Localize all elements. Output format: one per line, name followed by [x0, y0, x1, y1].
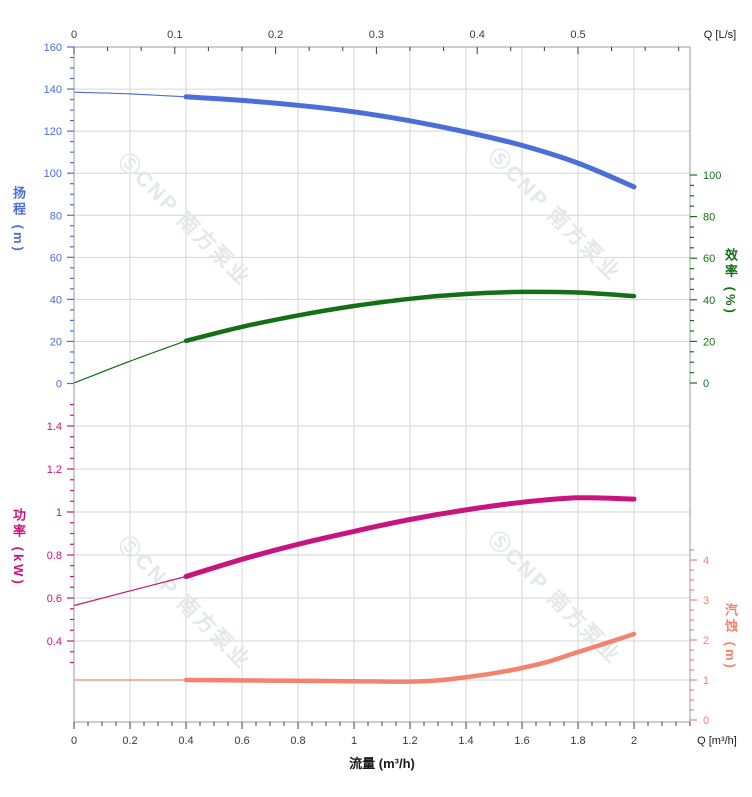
svg-text:1.8: 1.8: [570, 735, 585, 747]
svg-text:0.4: 0.4: [47, 636, 62, 648]
head-axis-title: 扬程 (m): [11, 186, 26, 254]
svg-text:1: 1: [56, 507, 62, 519]
svg-text:1.2: 1.2: [402, 735, 417, 747]
svg-text:0: 0: [703, 378, 709, 390]
svg-text:0.8: 0.8: [290, 735, 305, 747]
svg-text:60: 60: [50, 252, 62, 264]
svg-text:0: 0: [56, 379, 62, 391]
head-axis-ticks: 0 20 40 60 80 100 120 140 160: [44, 42, 74, 391]
cnp-logo-watermark: ⓈCNP 南方泵业: [483, 144, 625, 286]
top-axis-ticks: 0 0.1 0.2 0.3 0.4 0.5: [71, 29, 680, 54]
svg-text:0.8: 0.8: [47, 550, 62, 562]
efficiency-axis-ticks: 0 20 40 60 80 100: [690, 170, 721, 390]
svg-text:20: 20: [703, 336, 715, 348]
svg-text:0: 0: [71, 29, 77, 41]
plot-border: [73, 46, 691, 723]
svg-text:0.5: 0.5: [570, 29, 585, 41]
efficiency-curve: [183, 289, 637, 344]
svg-text:0.1: 0.1: [167, 29, 182, 41]
npsh-curve: [183, 631, 637, 684]
npsh-axis-ticks: 0 1 2 3 4: [690, 549, 709, 727]
svg-text:40: 40: [703, 295, 715, 307]
svg-text:2: 2: [631, 735, 637, 747]
svg-text:0: 0: [703, 715, 709, 727]
svg-text:4: 4: [703, 555, 709, 567]
svg-text:0.3: 0.3: [369, 29, 384, 41]
svg-text:0.6: 0.6: [47, 593, 62, 605]
gridlines: [74, 46, 691, 722]
svg-text:160: 160: [44, 42, 62, 54]
svg-text:100: 100: [703, 170, 721, 182]
power-curve-lead: [73, 575, 187, 607]
plot-frame: [73, 46, 691, 723]
bottom-axis-unit-label: Q [m³/h]: [697, 735, 737, 747]
svg-text:3: 3: [703, 595, 709, 607]
power-axis-title: 功率 (kW): [11, 508, 26, 587]
svg-text:20: 20: [50, 336, 62, 348]
head-curve: [183, 94, 637, 190]
svg-text:60: 60: [703, 253, 715, 265]
svg-text:1.4: 1.4: [458, 735, 473, 747]
power-curve: [183, 495, 637, 579]
svg-text:140: 140: [44, 84, 62, 96]
svg-text:1: 1: [351, 735, 357, 747]
npsh-axis-title: 汽蚀 (m): [723, 603, 738, 671]
svg-text:1.6: 1.6: [514, 735, 529, 747]
top-axis-unit-label: Q [L/s]: [704, 29, 736, 41]
curves: [73, 91, 637, 684]
svg-text:1.4: 1.4: [47, 421, 62, 433]
efficiency-axis-title: 效率 (%): [723, 248, 738, 316]
svg-text:0.2: 0.2: [268, 29, 283, 41]
svg-text:2: 2: [703, 635, 709, 647]
svg-text:0.2: 0.2: [122, 735, 137, 747]
axis-unit-labels: Q [L/s] Q [m³/h]: [697, 29, 737, 747]
svg-text:0.4: 0.4: [178, 735, 193, 747]
svg-text:0.4: 0.4: [470, 29, 485, 41]
bottom-axis-ticks: 0 0.2 0.4 0.6 0.8 1 1.2 1.4 1.6 1.8 2: [71, 722, 691, 747]
svg-text:100: 100: [44, 168, 62, 180]
svg-text:80: 80: [703, 212, 715, 224]
cnp-logo-watermark: ⓈCNP 南方泵业: [113, 149, 255, 291]
svg-text:1: 1: [703, 675, 709, 687]
svg-text:0: 0: [71, 735, 77, 747]
head-curve-lead: [73, 91, 187, 98]
svg-text:0.6: 0.6: [234, 735, 249, 747]
svg-text:80: 80: [50, 210, 62, 222]
power-axis-ticks: 0.4 0.6 0.8 1 1.2 1.4: [47, 403, 74, 664]
svg-text:1.2: 1.2: [47, 464, 62, 476]
flow-axis-title: 流量 (m³/h): [349, 756, 415, 771]
efficiency-curve-lead: [73, 340, 187, 384]
svg-text:40: 40: [50, 294, 62, 306]
cnp-logo-watermark: ⓈCNP 南方泵业: [113, 532, 255, 674]
svg-text:120: 120: [44, 126, 62, 138]
